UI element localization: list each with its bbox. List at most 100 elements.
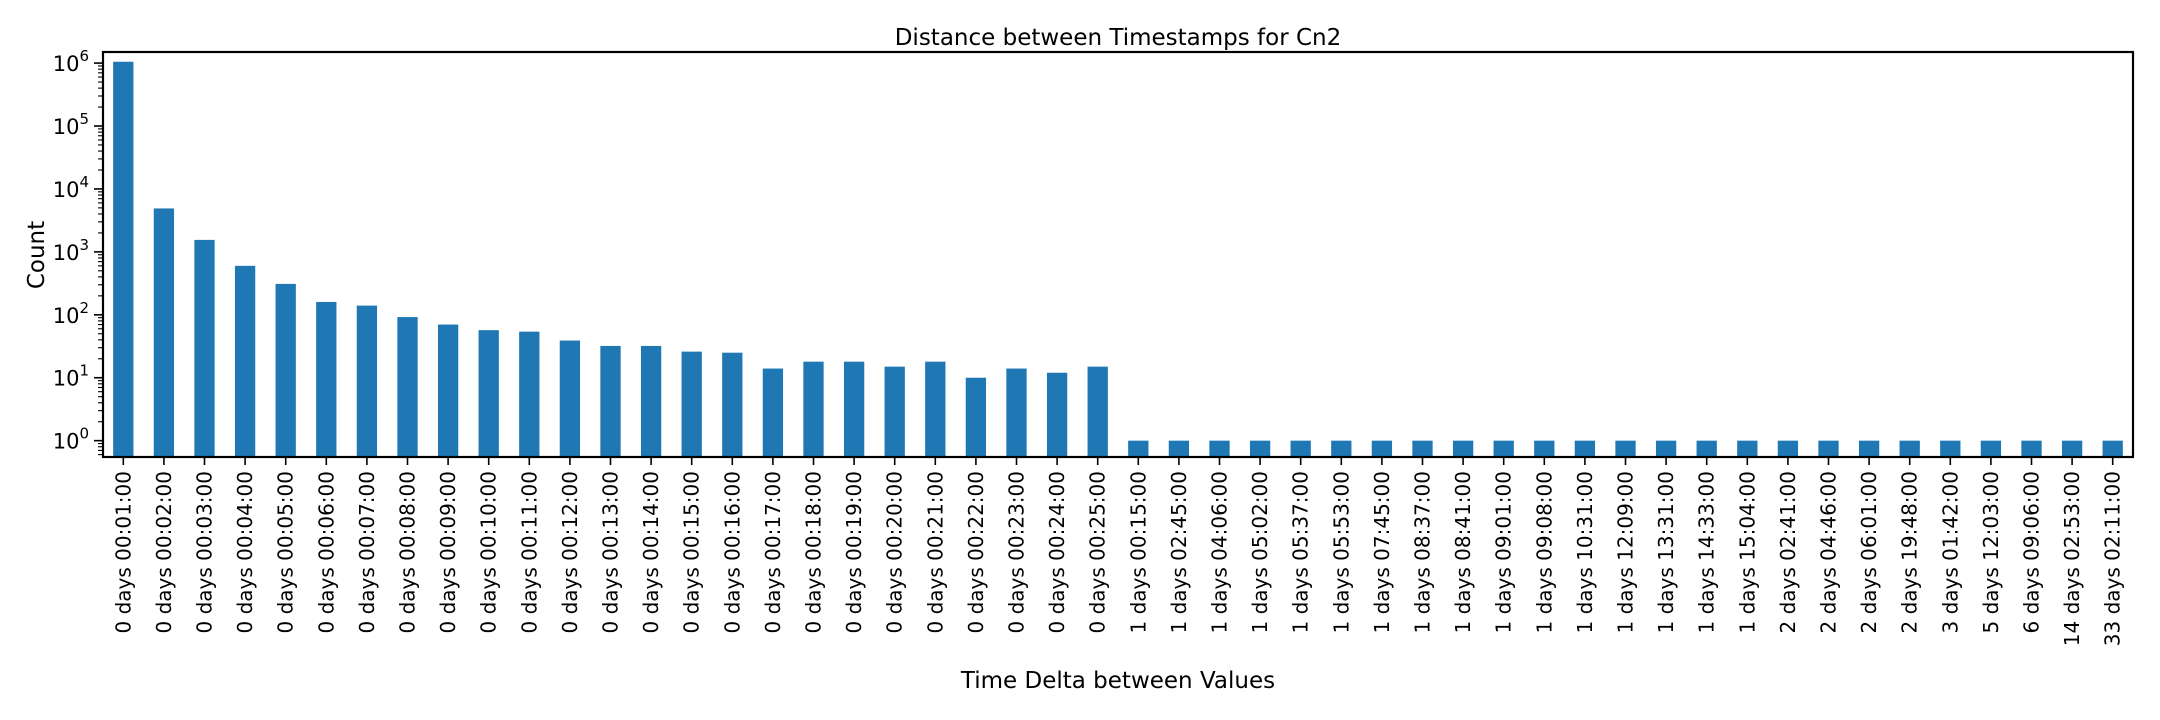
x-tick-label: 2 days 02:41:00 (1776, 471, 1800, 633)
x-tick-label: 0 days 00:18:00 (802, 471, 826, 633)
x-tick-label: 1 days 00:15:00 (1126, 471, 1150, 633)
bar (1087, 366, 1108, 457)
x-tick-label: 1 days 09:01:00 (1492, 471, 1516, 633)
y-axis-ticks: 100 101 102 103 104 105 106 (53, 47, 103, 456)
bar (1493, 440, 1514, 457)
x-tick-label: 0 days 00:10:00 (477, 471, 501, 633)
x-tick-label: 14 days 02:53:00 (2060, 471, 2084, 646)
y-tick-label: 104 (53, 173, 89, 202)
bar (1006, 368, 1027, 457)
x-tick-label: 0 days 00:14:00 (639, 471, 663, 633)
x-tick-label: 1 days 04:06:00 (1208, 471, 1232, 633)
bar (843, 361, 865, 457)
bar (965, 377, 987, 457)
bar (1980, 440, 2002, 457)
x-tick-label: 1 days 05:02:00 (1248, 471, 1272, 633)
bar (234, 265, 256, 457)
bar (1696, 440, 1717, 457)
x-tick-label: 0 days 00:25:00 (1086, 471, 1110, 633)
bar (1534, 440, 1555, 457)
x-tick-label: 0 days 00:03:00 (193, 471, 217, 633)
x-tick-label: 0 days 00:23:00 (1005, 471, 1029, 633)
bar (884, 366, 905, 457)
bar (1331, 440, 1352, 457)
bar (762, 368, 784, 457)
x-tick-label: 0 days 00:06:00 (314, 471, 338, 633)
plot-frame (101, 50, 2135, 459)
x-tick-label: 1 days 13:31:00 (1654, 471, 1678, 633)
bar (559, 340, 581, 457)
bar (1249, 440, 1271, 457)
bar (113, 61, 134, 457)
bar (1655, 440, 1677, 457)
x-tick-label: 33 days 02:11:00 (2101, 471, 2125, 646)
bar (803, 361, 824, 457)
bar (1899, 440, 1920, 457)
x-tick-label: 1 days 08:41:00 (1451, 471, 1475, 633)
bar (1737, 440, 1758, 457)
y-tick-label: 102 (53, 299, 89, 328)
bar (1452, 440, 1474, 457)
x-tick-label: 1 days 10:31:00 (1573, 471, 1597, 633)
bar (600, 345, 621, 457)
bar (1412, 440, 1433, 457)
x-tick-label: 0 days 00:12:00 (558, 471, 582, 633)
y-tick-label: 100 (53, 425, 89, 454)
y-tick-label: 101 (53, 362, 89, 391)
bar (356, 305, 378, 457)
bar (275, 283, 296, 457)
bar (1371, 440, 1393, 457)
x-tick-label: 0 days 00:08:00 (396, 471, 420, 633)
x-tick-label: 0 days 00:16:00 (720, 471, 744, 633)
bar (1777, 440, 1799, 457)
x-tick-label: 1 days 09:08:00 (1532, 471, 1556, 633)
x-tick-label: 2 days 04:46:00 (1817, 471, 1841, 633)
x-tick-label: 3 days 01:42:00 (1938, 471, 1962, 633)
x-tick-label: 5 days 12:03:00 (1979, 471, 2003, 633)
x-tick-label: 1 days 12:09:00 (1614, 471, 1638, 633)
x-tick-label: 1 days 05:37:00 (1289, 471, 1313, 633)
x-tick-label: 0 days 00:13:00 (599, 471, 623, 633)
bar (640, 345, 662, 457)
bar (1940, 440, 1961, 457)
x-tick-label: 0 days 00:22:00 (964, 471, 988, 633)
bar (681, 351, 702, 457)
x-tick-label: 0 days 00:02:00 (152, 471, 176, 633)
bar (1818, 440, 1839, 457)
x-axis-ticks: 0 days 00:01:00 0 days 00:02:00 0 days 00:… (111, 457, 2125, 646)
x-tick-label: 0 days 00:19:00 (842, 471, 866, 633)
bar (2102, 440, 2123, 457)
y-tick-label: 103 (53, 236, 89, 265)
y-axis-label: Count (24, 221, 50, 289)
x-tick-label: 0 days 00:09:00 (436, 471, 460, 633)
bar (1209, 440, 1230, 457)
bar (2021, 440, 2042, 457)
x-tick-label: 1 days 02:45:00 (1167, 471, 1191, 633)
x-tick-label: 0 days 00:20:00 (883, 471, 907, 633)
x-tick-label: 0 days 00:07:00 (355, 471, 379, 633)
bar (1168, 440, 1190, 457)
y-tick-label: 105 (53, 110, 89, 139)
x-tick-label: 1 days 15:04:00 (1735, 471, 1759, 633)
bar (437, 324, 459, 457)
x-tick-label: 1 days 08:37:00 (1411, 471, 1435, 633)
bar (722, 352, 743, 457)
bar (478, 330, 499, 457)
x-tick-label: 0 days 00:01:00 (111, 471, 135, 633)
bar (1046, 372, 1068, 457)
x-tick-label: 0 days 00:05:00 (274, 471, 298, 633)
x-tick-label: 2 days 19:48:00 (1898, 471, 1922, 633)
x-axis-label: Time Delta between Values (960, 668, 1275, 694)
x-tick-label: 1 days 05:53:00 (1329, 471, 1353, 633)
x-tick-label: 0 days 00:11:00 (517, 471, 541, 633)
bar (1615, 440, 1636, 457)
x-tick-label: 1 days 14:33:00 (1695, 471, 1719, 633)
bar (519, 331, 540, 457)
y-tick-label: 106 (53, 47, 89, 76)
x-tick-label: 0 days 00:15:00 (680, 471, 704, 633)
bar (1574, 440, 1596, 457)
bar (2061, 440, 2083, 457)
bars-group (113, 61, 2123, 457)
chart-title: Distance between Timestamps for Cn2 (895, 25, 1342, 51)
